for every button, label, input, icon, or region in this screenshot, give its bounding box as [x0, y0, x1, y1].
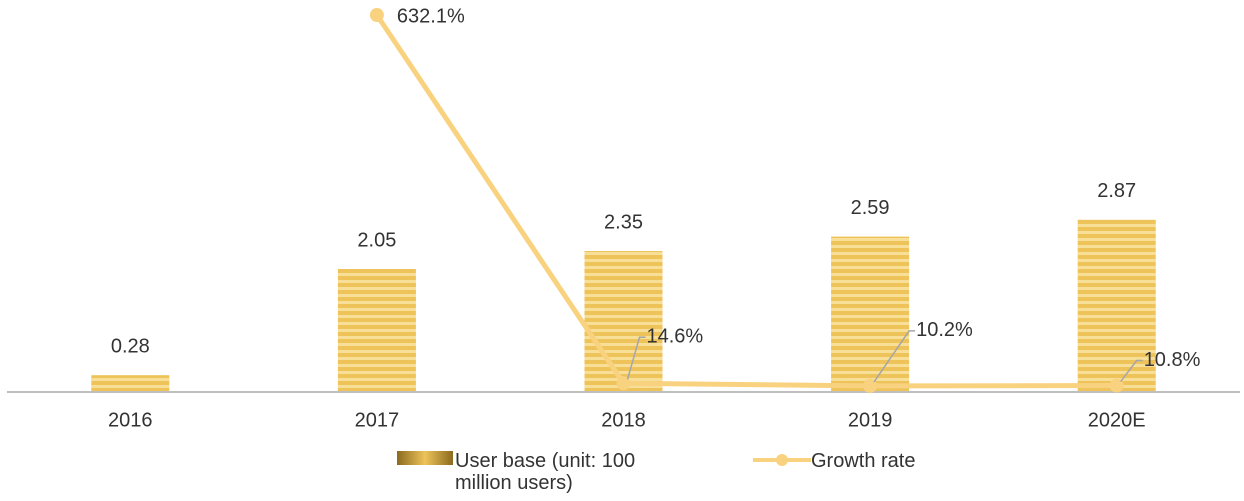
growth-point [1109, 378, 1124, 393]
bar-texture [1077, 219, 1156, 392]
bar-value-label: 2.35 [604, 211, 643, 233]
line-value-label: 10.2% [916, 319, 973, 341]
legend-bar: User base (unit: 100 million users) [397, 450, 695, 494]
legend-label: User base (unit: 100 million users) [455, 450, 636, 494]
legend-line: Growth rate [753, 450, 915, 472]
x-tick-label: 2017 [355, 409, 400, 431]
line-value-label: 10.8% [1144, 349, 1201, 371]
growth-point [616, 376, 631, 391]
bar-texture [831, 236, 910, 392]
growth-line [374, 13, 1117, 389]
growth-point [369, 8, 384, 23]
x-tick-label: 2019 [848, 409, 893, 431]
growth-point [863, 378, 878, 393]
bar-value-label: 2.59 [851, 197, 890, 219]
x-tick-label: 2016 [108, 409, 153, 431]
line-value-label: 632.1% [397, 5, 465, 27]
line-value-label: 14.6% [647, 326, 704, 348]
legend-swatch [753, 454, 811, 466]
bar-value-label: 0.28 [111, 335, 150, 357]
bar-texture [584, 251, 663, 392]
bar-value-label: 2.05 [357, 229, 396, 251]
bar-texture [91, 375, 170, 392]
leader-line [873, 330, 916, 383]
legend-swatch [397, 451, 453, 465]
bar-value-label: 2.87 [1097, 180, 1136, 202]
leader-line [1120, 359, 1143, 383]
x-tick-label: 2018 [601, 409, 646, 431]
bar-texture [337, 269, 416, 392]
x-tick-label: 2020E [1088, 409, 1146, 431]
leader-line [626, 336, 646, 380]
legend-label: Growth rate [811, 450, 916, 472]
